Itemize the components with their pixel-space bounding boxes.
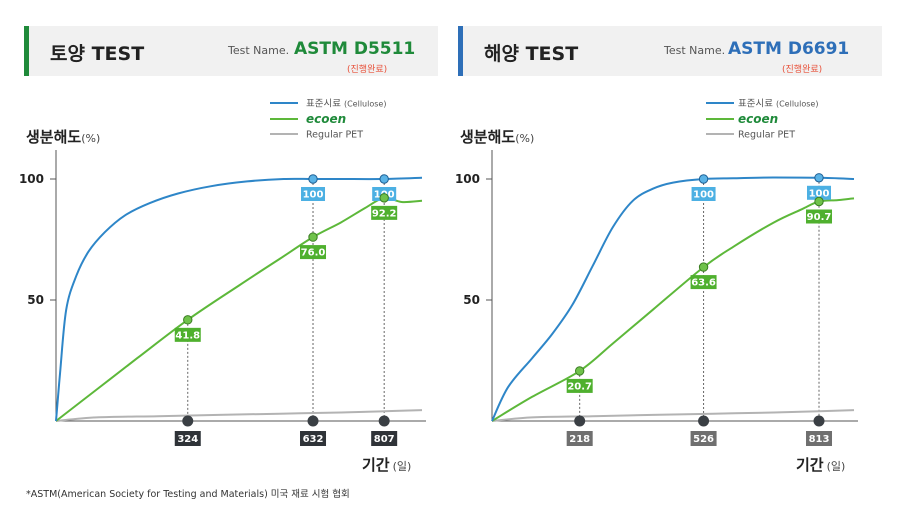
y-tick-label: 100 <box>455 172 480 186</box>
y-tick-label: 100 <box>19 172 44 186</box>
test-name-value: ASTM D6691 <box>728 39 850 59</box>
panel-title: 해양 TEST <box>484 43 579 65</box>
series-line-ecoen <box>491 197 855 422</box>
point-ecoen <box>308 232 318 242</box>
value-label-ecoen: 63.6 <box>691 278 716 289</box>
day-label: 526 <box>693 434 714 445</box>
day-label-box <box>690 431 717 446</box>
x-axis-label: 기간 (일) <box>796 456 845 474</box>
day-marker-dot <box>378 415 390 427</box>
y-tick-label: 50 <box>27 293 44 307</box>
day-label: 218 <box>569 434 590 445</box>
point-ecoen <box>814 196 824 207</box>
point-ecoen <box>574 366 585 376</box>
legend-label-cellulose-sub: (Cellulose) <box>776 100 818 109</box>
day-marker-dot <box>698 415 710 427</box>
series-line-pet <box>55 409 423 422</box>
value-label-cellulose: 100 <box>303 190 324 201</box>
value-label-box-ecoen <box>300 245 327 260</box>
y-axis-label-unit: (%) <box>81 132 100 145</box>
value-label-box-cellulose <box>691 187 716 201</box>
test-name-value: ASTM D5511 <box>294 39 416 59</box>
point-cellulose <box>698 174 709 184</box>
legend-label-cellulose-sub: (Cellulose) <box>344 100 386 109</box>
day-label: 813 <box>809 434 830 445</box>
day-label-box <box>566 431 593 446</box>
accent-bar <box>24 26 29 76</box>
value-label-ecoen: 92.2 <box>372 208 397 219</box>
day-marker-dot <box>307 415 319 427</box>
y-axis-label-main: 생분해도 <box>26 128 81 146</box>
y-axis-label: 생분해도(%) <box>460 128 534 146</box>
value-label-box-ecoen <box>690 275 717 290</box>
day-label-box <box>806 431 833 446</box>
value-label-box-ecoen <box>371 205 398 220</box>
legend-label-ecoen: ecoen <box>738 112 778 126</box>
point-cellulose <box>308 174 318 184</box>
point-ecoen <box>698 262 709 272</box>
accent-bar <box>458 26 463 76</box>
value-label-ecoen: 20.7 <box>567 381 592 392</box>
point-cellulose <box>379 174 389 184</box>
legend: 표준시료 (Cellulose) ecoen Regular PET <box>706 99 818 141</box>
day-marker-dot <box>182 415 194 427</box>
legend-label-cellulose-main: 표준시료 <box>738 99 773 110</box>
legend-label-pet: Regular PET <box>738 130 795 141</box>
day-label-box <box>371 431 398 446</box>
point-ecoen <box>183 315 193 325</box>
value-label-box-ecoen <box>566 378 593 393</box>
legend-label-cellulose-main: 표준시료 <box>306 99 341 110</box>
footnote: *ASTM(American Society for Testing and M… <box>26 489 350 500</box>
x-axis-label-unit: (일) <box>393 459 412 473</box>
value-label-box-ecoen <box>174 327 201 342</box>
panel-title: 토양 TEST <box>50 43 145 65</box>
value-label-ecoen: 41.8 <box>175 330 200 341</box>
value-label-cellulose: 100 <box>809 188 830 199</box>
day-label: 807 <box>374 434 395 445</box>
test-name-label: Test Name. <box>228 44 290 57</box>
value-label-ecoen: 90.7 <box>807 212 832 223</box>
panel-header: 토양 TEST Test Name. ASTM D5511 (진행완료) <box>24 26 438 76</box>
legend-label-cellulose: 표준시료 (Cellulose) <box>306 99 386 110</box>
day-label-box <box>174 431 201 446</box>
series-line-cellulose <box>491 176 855 422</box>
y-axis-label: 생분해도(%) <box>26 128 100 146</box>
y-axis-label-unit: (%) <box>515 132 534 145</box>
test-name-label: Test Name. <box>664 44 726 57</box>
legend-label-ecoen: ecoen <box>306 112 346 126</box>
x-axis-label-unit: (일) <box>827 459 846 473</box>
legend-label-cellulose: 표준시료 (Cellulose) <box>738 99 818 110</box>
marine-test-panel: 해양 TEST Test Name. ASTM D6691 (진행완료) 표준시… <box>448 0 888 500</box>
legend-label-pet: Regular PET <box>306 130 363 141</box>
day-marker-dot <box>574 415 586 427</box>
x-axis-label-main: 기간 <box>796 456 824 474</box>
x-axis-label-main: 기간 <box>362 456 390 474</box>
point-cellulose <box>814 173 824 183</box>
test-status: (진행완료) <box>782 65 823 75</box>
day-label: 324 <box>177 434 198 445</box>
legend: 표준시료 (Cellulose) ecoen Regular PET <box>270 99 386 141</box>
point-ecoen <box>379 193 389 203</box>
value-label-box-cellulose <box>807 185 832 200</box>
test-status: (진행완료) <box>347 65 388 75</box>
value-label-cellulose: 100 <box>693 190 714 201</box>
value-label-box-cellulose <box>301 187 326 201</box>
day-label: 632 <box>303 434 324 445</box>
day-marker-dot <box>813 415 825 427</box>
value-label-ecoen: 76.0 <box>301 248 326 259</box>
x-axis-label: 기간 (일) <box>362 456 411 474</box>
soil-chart: 표준시료 (Cellulose) ecoen Regular PET 생분해도(%) 50… <box>19 99 426 474</box>
y-tick-label: 50 <box>463 293 480 307</box>
series-line-cellulose <box>55 176 423 422</box>
soil-test-panel: 토양 TEST Test Name. ASTM D5511 (진행완료) 표준시… <box>0 0 440 500</box>
day-label-box <box>300 431 327 446</box>
series-line-pet <box>491 409 855 422</box>
panel-header: 해양 TEST Test Name. ASTM D6691 (진행완료) <box>458 26 882 76</box>
value-label-box-ecoen <box>806 209 833 224</box>
marine-chart: 표준시료 (Cellulose) ecoen Regular PET 생분해도(%) 50… <box>455 99 858 474</box>
y-axis-label-main: 생분해도 <box>460 128 515 146</box>
series-line-ecoen <box>55 196 423 422</box>
